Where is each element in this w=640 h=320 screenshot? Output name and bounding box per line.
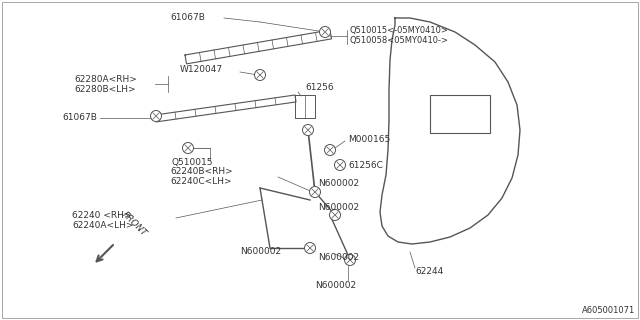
Circle shape bbox=[150, 110, 161, 122]
Text: 61067B: 61067B bbox=[62, 114, 97, 123]
Circle shape bbox=[303, 124, 314, 135]
Text: N600002: N600002 bbox=[318, 179, 359, 188]
Text: 62280B<LH>: 62280B<LH> bbox=[74, 85, 136, 94]
Text: 62244: 62244 bbox=[415, 268, 444, 276]
Text: N600002: N600002 bbox=[318, 252, 359, 261]
Text: Q510015<-05MY0410>: Q510015<-05MY0410> bbox=[350, 26, 449, 35]
Circle shape bbox=[255, 69, 266, 81]
Text: Q510015: Q510015 bbox=[172, 158, 214, 167]
Text: 62280A<RH>: 62280A<RH> bbox=[74, 76, 137, 84]
Text: N600002: N600002 bbox=[315, 281, 356, 290]
Circle shape bbox=[344, 254, 355, 266]
Text: N600002: N600002 bbox=[318, 204, 359, 212]
Circle shape bbox=[330, 210, 340, 220]
Text: N600002: N600002 bbox=[240, 247, 281, 257]
Circle shape bbox=[324, 145, 335, 156]
Text: FRONT: FRONT bbox=[120, 210, 148, 238]
Polygon shape bbox=[185, 30, 332, 64]
Polygon shape bbox=[155, 95, 296, 122]
Text: A605001071: A605001071 bbox=[582, 306, 635, 315]
Text: 61256C: 61256C bbox=[348, 161, 383, 170]
Circle shape bbox=[335, 159, 346, 171]
Text: M000165: M000165 bbox=[348, 135, 390, 145]
Text: 62240C<LH>: 62240C<LH> bbox=[170, 178, 232, 187]
Text: 61067B: 61067B bbox=[170, 13, 205, 22]
Circle shape bbox=[182, 142, 193, 154]
Circle shape bbox=[319, 27, 330, 37]
Text: Q510058<05MY0410->: Q510058<05MY0410-> bbox=[350, 36, 449, 44]
Text: 62240 <RH>: 62240 <RH> bbox=[72, 211, 131, 220]
Text: 61256: 61256 bbox=[305, 84, 333, 92]
Text: 62240A<LH>: 62240A<LH> bbox=[72, 220, 134, 229]
Bar bbox=[430, 95, 490, 133]
Circle shape bbox=[305, 243, 316, 253]
Text: 62240B<RH>: 62240B<RH> bbox=[170, 167, 233, 177]
Circle shape bbox=[310, 187, 321, 197]
Text: W120047: W120047 bbox=[180, 66, 223, 75]
